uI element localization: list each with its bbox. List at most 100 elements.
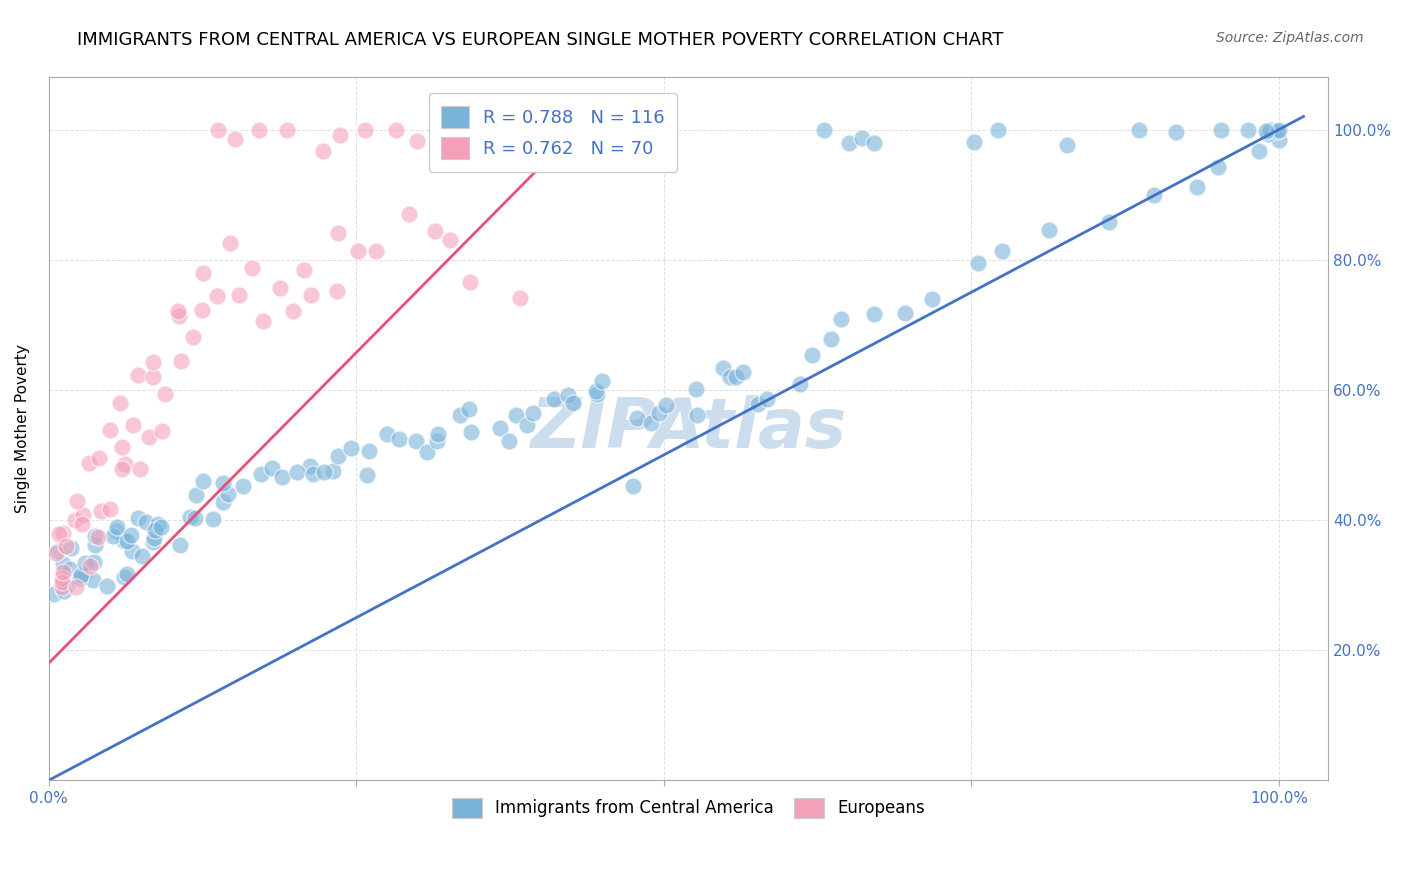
Immigrants from Central America: [388, 432, 411, 446]
Immigrants from Central America: [96, 579, 118, 593]
Europeans: [87, 451, 110, 466]
Legend: Immigrants from Central America, Europeans: Immigrants from Central America, Europea…: [446, 791, 932, 825]
Immigrants from Central America: [59, 562, 82, 576]
Immigrants from Central America: [838, 136, 860, 151]
Immigrants from Central America: [820, 332, 842, 346]
Immigrants from Central America: [184, 511, 207, 525]
Immigrants from Central America: [115, 566, 138, 581]
Europeans: [114, 457, 136, 471]
Immigrants from Central America: [718, 369, 741, 384]
Europeans: [155, 387, 177, 401]
Europeans: [45, 546, 67, 560]
Immigrants from Central America: [56, 577, 79, 591]
Immigrants from Central America: [211, 495, 233, 509]
Immigrants from Central America: [1265, 124, 1288, 138]
Europeans: [398, 207, 420, 221]
Europeans: [276, 122, 298, 136]
Immigrants from Central America: [1142, 187, 1164, 202]
Europeans: [181, 330, 204, 344]
Text: Source: ZipAtlas.com: Source: ZipAtlas.com: [1216, 31, 1364, 45]
Immigrants from Central America: [1268, 132, 1291, 146]
Immigrants from Central America: [585, 384, 607, 398]
Europeans: [86, 530, 108, 544]
Immigrants from Central America: [135, 516, 157, 530]
Europeans: [269, 281, 291, 295]
Immigrants from Central America: [143, 523, 166, 537]
Immigrants from Central America: [990, 244, 1012, 258]
Europeans: [299, 288, 322, 302]
Europeans: [205, 289, 228, 303]
Immigrants from Central America: [146, 516, 169, 531]
Immigrants from Central America: [756, 392, 779, 406]
Immigrants from Central America: [489, 421, 512, 435]
Europeans: [450, 122, 472, 136]
Immigrants from Central America: [458, 401, 481, 416]
Immigrants from Central America: [405, 434, 427, 449]
Europeans: [170, 353, 193, 368]
Immigrants from Central America: [84, 529, 107, 543]
Europeans: [554, 133, 576, 147]
Europeans: [207, 122, 229, 136]
Immigrants from Central America: [586, 387, 609, 401]
Europeans: [66, 494, 89, 508]
Europeans: [228, 288, 250, 302]
Europeans: [79, 558, 101, 573]
Europeans: [423, 224, 446, 238]
Immigrants from Central America: [356, 468, 378, 483]
Immigrants from Central America: [894, 305, 917, 319]
Text: IMMIGRANTS FROM CENTRAL AMERICA VS EUROPEAN SINGLE MOTHER POVERTY CORRELATION CH: IMMIGRANTS FROM CENTRAL AMERICA VS EUROP…: [77, 31, 1004, 49]
Immigrants from Central America: [449, 408, 471, 422]
Immigrants from Central America: [59, 541, 82, 555]
Europeans: [48, 527, 70, 541]
Immigrants from Central America: [862, 136, 884, 150]
Immigrants from Central America: [179, 510, 201, 524]
Europeans: [55, 539, 77, 553]
Immigrants from Central America: [271, 469, 294, 483]
Immigrants from Central America: [685, 383, 707, 397]
Europeans: [326, 284, 349, 298]
Europeans: [252, 313, 274, 327]
Immigrants from Central America: [217, 487, 239, 501]
Europeans: [240, 260, 263, 275]
Europeans: [100, 501, 122, 516]
Immigrants from Central America: [44, 587, 66, 601]
Immigrants from Central America: [987, 122, 1010, 136]
Immigrants from Central America: [70, 568, 93, 582]
Europeans: [439, 233, 461, 247]
Immigrants from Central America: [522, 406, 544, 420]
Immigrants from Central America: [813, 122, 835, 136]
Immigrants from Central America: [112, 534, 135, 549]
Immigrants from Central America: [557, 387, 579, 401]
Europeans: [72, 508, 94, 522]
Immigrants from Central America: [921, 292, 943, 306]
Immigrants from Central America: [82, 574, 104, 588]
Immigrants from Central America: [966, 256, 988, 270]
Immigrants from Central America: [647, 406, 669, 420]
Immigrants from Central America: [169, 538, 191, 552]
Immigrants from Central America: [340, 441, 363, 455]
Europeans: [150, 424, 173, 438]
Europeans: [364, 244, 387, 258]
Immigrants from Central America: [72, 567, 94, 582]
Europeans: [281, 303, 304, 318]
Immigrants from Central America: [193, 474, 215, 488]
Immigrants from Central America: [1098, 214, 1121, 228]
Europeans: [531, 122, 554, 136]
Immigrants from Central America: [516, 418, 538, 433]
Immigrants from Central America: [640, 417, 662, 431]
Europeans: [72, 516, 94, 531]
Immigrants from Central America: [105, 520, 128, 534]
Europeans: [292, 263, 315, 277]
Immigrants from Central America: [115, 533, 138, 548]
Immigrants from Central America: [322, 464, 344, 478]
Europeans: [111, 440, 134, 454]
Immigrants from Central America: [357, 444, 380, 458]
Europeans: [79, 456, 101, 470]
Immigrants from Central America: [1206, 161, 1229, 175]
Immigrants from Central America: [143, 531, 166, 545]
Europeans: [477, 127, 499, 141]
Europeans: [51, 571, 73, 585]
Immigrants from Central America: [1256, 124, 1278, 138]
Immigrants from Central America: [591, 375, 613, 389]
Europeans: [312, 145, 335, 159]
